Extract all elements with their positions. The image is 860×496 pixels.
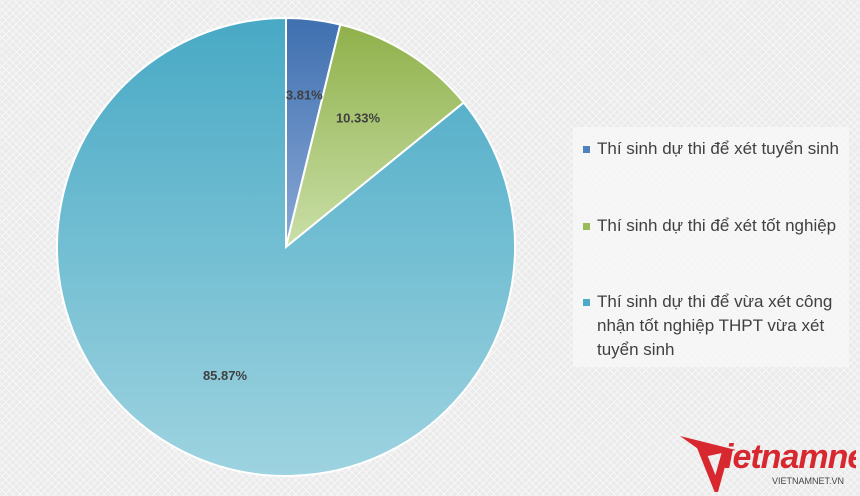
slice-data-label: 85.87%	[203, 368, 248, 383]
legend-swatch	[583, 146, 590, 153]
slice-data-label: 10.33%	[336, 110, 381, 125]
logo-brand-text: ietnamnet	[724, 438, 856, 476]
pie-slice	[284, 23, 466, 250]
logo-url-text: VIETNAMNET.VN	[772, 476, 844, 486]
logo-v-mark	[696, 444, 730, 492]
legend-label: Thí sinh dự thi để xét tuyển sinh	[597, 139, 839, 158]
pie-slice	[56, 16, 516, 477]
logo-swoosh	[680, 436, 736, 456]
chart-legend: Thí sinh dự thi để xét tuyển sinh Thí si…	[573, 127, 849, 367]
legend-swatch	[583, 223, 590, 230]
slice-data-label: 3.81%	[286, 88, 323, 103]
legend-swatch	[583, 299, 590, 306]
vietnamnet-logo: ietnamnet VIETNAMNET.VN	[680, 436, 856, 492]
legend-label: Thí sinh dự thi để xét tốt nghiệp	[597, 216, 837, 235]
legend-label: Thí sinh dự thi để vừa xét công nhận tốt…	[597, 292, 833, 359]
